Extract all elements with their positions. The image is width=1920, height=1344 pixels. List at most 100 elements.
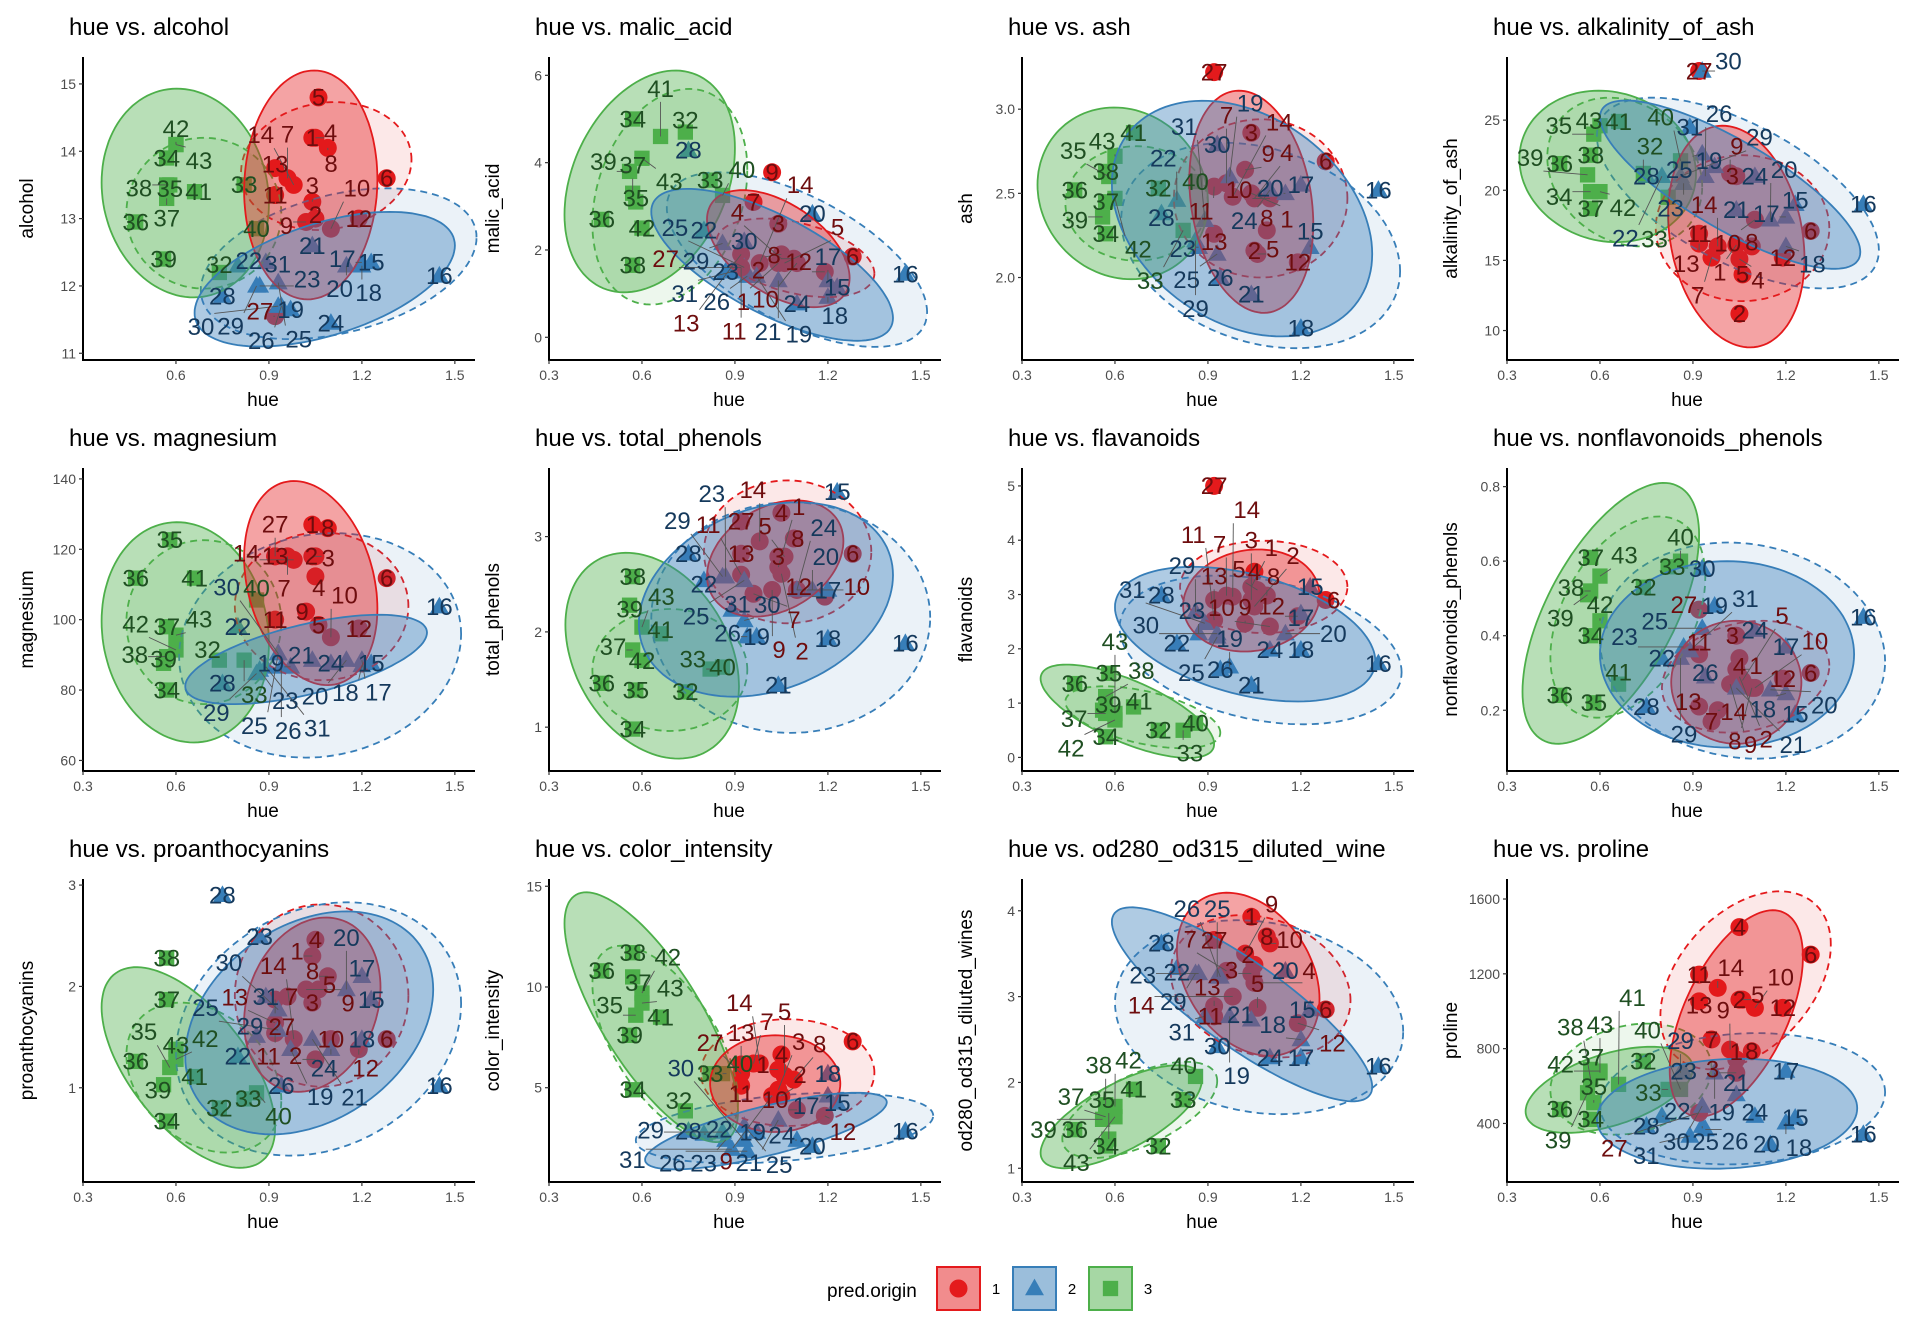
solid-ellipse-class-2: [1110, 99, 1374, 338]
data-point: [677, 124, 693, 140]
data-point: [1652, 1106, 1672, 1123]
data-point: [1776, 683, 1796, 701]
data-point: [377, 169, 396, 188]
point-label: 21: [288, 643, 315, 670]
point-label: 8: [767, 243, 780, 270]
x-axis-label: hue: [713, 801, 745, 822]
solid-ellipse-class-2: [650, 188, 894, 342]
point-label: 29: [683, 249, 710, 276]
label-leader-layer: [156, 950, 360, 1103]
point-label: 13: [728, 541, 755, 568]
data-point: [1242, 123, 1261, 142]
data-point: [843, 544, 862, 563]
x-tick-label: 0.9: [1683, 778, 1703, 794]
point-label: 6: [846, 1029, 859, 1056]
data-point: [1067, 675, 1083, 692]
y-axis-label: proline: [1441, 1002, 1462, 1059]
data-point: [162, 532, 178, 548]
point-label: 40: [1634, 1017, 1661, 1044]
data-point: [1853, 1124, 1873, 1142]
point-label: 43: [648, 584, 675, 611]
point-label: 14: [726, 990, 753, 1017]
point-label: 29: [1182, 296, 1209, 323]
point-label: 18: [1288, 637, 1315, 664]
point-label: 13: [1673, 251, 1700, 278]
point-label: 35: [131, 1019, 158, 1046]
point-label: 38: [619, 940, 646, 967]
data-point: [377, 569, 396, 588]
point-label: 41: [181, 566, 208, 593]
label-leader-line: [1754, 990, 1768, 1009]
point-label: 16: [1850, 1122, 1877, 1149]
data-point: [625, 568, 641, 585]
data-point: [268, 999, 288, 1017]
label-leader-line: [641, 157, 657, 169]
point-label: 40: [243, 575, 270, 602]
data-point: [1776, 1112, 1796, 1130]
point-label: 28: [1148, 931, 1175, 958]
point-label: 43: [1063, 1150, 1090, 1177]
point-label: 32: [1145, 176, 1172, 203]
data-point: [1652, 166, 1672, 183]
label-leader-line: [796, 540, 811, 591]
point-label: 10: [331, 583, 358, 610]
point-label: 38: [1577, 143, 1604, 170]
point-label: 6: [380, 166, 393, 193]
point-label: 19: [1216, 626, 1243, 653]
point-label: 23: [698, 481, 725, 508]
x-tick-label: 1.5: [445, 778, 465, 794]
point-label: 31: [619, 1147, 646, 1174]
point-label: 26: [1722, 1129, 1749, 1156]
point-label: 34: [619, 716, 646, 743]
x-tick-label: 0.3: [1012, 778, 1032, 794]
point-label: 40: [709, 655, 736, 682]
data-point: [256, 986, 276, 1004]
point-label: 30: [188, 314, 215, 341]
point-label: 40: [727, 1051, 754, 1078]
point-label: 19: [1701, 593, 1728, 620]
dashed-ellipse-class-2: [634, 1091, 935, 1165]
point-label: 21: [1723, 1070, 1750, 1097]
dashed-ellipse-class-3: [591, 608, 749, 732]
data-point: [1680, 640, 1700, 658]
point-label: 24: [1257, 1045, 1284, 1072]
point-label: 12: [352, 1055, 379, 1082]
point-label: 40: [265, 1103, 292, 1130]
data-point: [621, 597, 638, 613]
point-label: 18: [1786, 1135, 1813, 1162]
solid-ellipse-class-2: [1599, 560, 1856, 749]
point-label: 2: [305, 544, 318, 571]
data-point: [306, 567, 325, 586]
point-label: 23: [1657, 195, 1684, 222]
dashed-ellipse-class-1: [240, 101, 413, 231]
data-point: [1175, 1091, 1191, 1108]
point-label: 29: [1671, 721, 1698, 748]
point-label: 5: [831, 215, 844, 242]
label-leader-line: [1599, 191, 1610, 195]
point-label: 37: [1092, 189, 1119, 216]
data-point: [429, 265, 449, 283]
data-point: [1210, 267, 1230, 285]
dashed-ellipse-class-3: [125, 136, 283, 290]
point-label: 23: [1670, 1058, 1697, 1085]
point-label: 25: [1173, 267, 1200, 294]
point-label: 7: [787, 607, 800, 634]
point-label: 11: [1189, 199, 1214, 226]
solid-ellipse-class-1: [243, 480, 379, 687]
point-label: 32: [672, 107, 699, 134]
point-label: 33: [241, 682, 268, 709]
point-label: 5: [1736, 262, 1749, 289]
point-label: 25: [1666, 157, 1693, 184]
point-label: 8: [791, 526, 804, 553]
point-label: 38: [619, 253, 646, 280]
y-tick-label: 15: [526, 878, 542, 894]
y-tick-label: 120: [53, 541, 77, 557]
data-point: [621, 163, 638, 180]
ellipse-layer: [1039, 539, 1403, 759]
x-tick-label: 1.5: [1384, 1189, 1404, 1205]
point-label: 18: [355, 280, 382, 307]
label-leader-line: [781, 1087, 794, 1097]
